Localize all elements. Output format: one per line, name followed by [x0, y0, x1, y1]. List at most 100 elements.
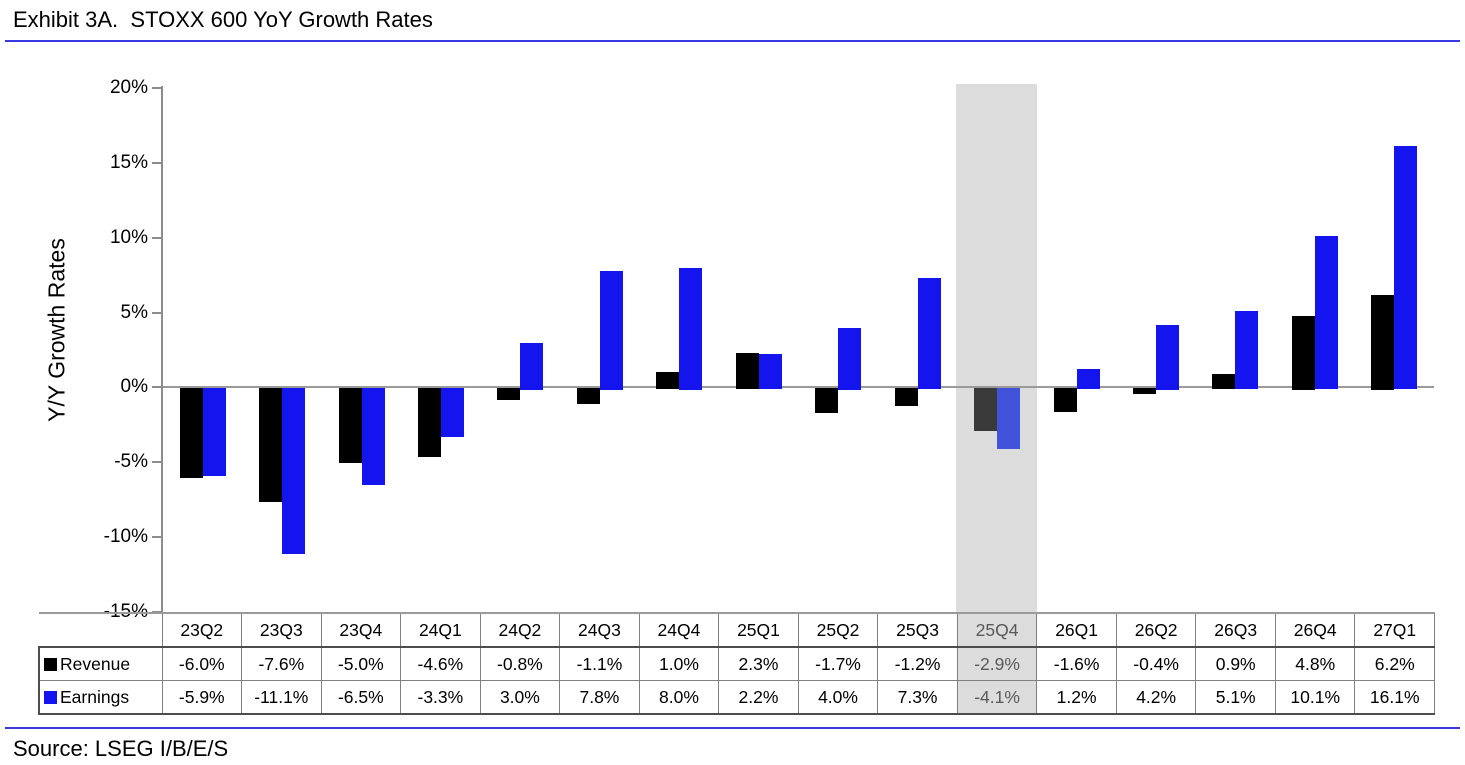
zero-gridline	[163, 386, 1434, 388]
earnings-swatch-icon	[44, 690, 57, 704]
bar-earnings-23Q4	[362, 388, 385, 485]
cell-earnings-27Q1: 16.1%	[1354, 680, 1435, 715]
bar-earnings-25Q4	[997, 388, 1020, 449]
data-table: 23Q2 23Q3 23Q4 24Q1 24Q2 24Q3 24Q4 25Q1 25Q2 25Q3…	[38, 612, 1435, 715]
y-tick-mark	[152, 536, 162, 539]
column-header-25Q1: 25Q1	[718, 612, 799, 648]
bar-revenue-24Q3	[577, 388, 600, 404]
bar-revenue-26Q3	[1212, 374, 1235, 389]
cell-revenue-23Q2: -6.0%	[161, 646, 243, 681]
cell-earnings-25Q4: -4.1%	[956, 680, 1038, 715]
y-tick-mark	[152, 461, 162, 464]
revenue-swatch-icon	[44, 657, 57, 671]
cell-revenue-26Q2: -0.4%	[1115, 646, 1197, 681]
cell-revenue-27Q1: 6.2%	[1354, 646, 1435, 681]
series-label: Earnings	[60, 686, 130, 707]
y-tick-mark	[152, 161, 162, 164]
bar-earnings-26Q1	[1077, 369, 1100, 389]
cell-earnings-26Q3: 5.1%	[1195, 680, 1276, 715]
column-header-26Q3: 26Q3	[1195, 612, 1276, 648]
y-tick-mark	[152, 236, 162, 239]
cell-earnings-26Q4: 10.1%	[1274, 680, 1356, 715]
cell-revenue-23Q4: -5.0%	[320, 646, 402, 681]
column-header-25Q4: 25Q4	[956, 612, 1038, 648]
y-tick-label: 5%	[120, 301, 148, 323]
y-tick-mark	[152, 611, 162, 613]
column-header-26Q2: 26Q2	[1115, 612, 1197, 648]
cell-earnings-23Q4: -6.5%	[320, 680, 402, 715]
bar-revenue-27Q1	[1371, 295, 1394, 390]
cell-earnings-24Q2: 3.0%	[479, 680, 561, 715]
cell-earnings-25Q3: 7.3%	[877, 680, 958, 715]
cell-revenue-24Q2: -0.8%	[479, 646, 561, 681]
cell-earnings-24Q4: 8.0%	[638, 680, 720, 715]
cell-revenue-23Q3: -7.6%	[241, 646, 322, 681]
cell-revenue-25Q3: -1.2%	[877, 646, 958, 681]
legend-earnings: Earnings	[38, 680, 163, 715]
bar-earnings-25Q2	[838, 328, 861, 390]
cell-revenue-26Q3: 0.9%	[1195, 646, 1276, 681]
cell-revenue-24Q4: 1.0%	[638, 646, 720, 681]
column-header-26Q4: 26Q4	[1274, 612, 1356, 648]
column-header-25Q3: 25Q3	[877, 612, 958, 648]
bar-revenue-26Q1	[1054, 388, 1077, 412]
column-header-26Q1: 26Q1	[1036, 612, 1117, 648]
cell-revenue-26Q4: 4.8%	[1274, 646, 1356, 681]
bar-earnings-24Q4	[679, 268, 702, 390]
y-tick-label: -5%	[114, 451, 148, 473]
series-label: Revenue	[60, 653, 131, 674]
bar-revenue-26Q2	[1133, 388, 1156, 394]
cell-earnings-23Q3: -11.1%	[241, 680, 322, 715]
y-tick-label: 20%	[109, 77, 148, 98]
highlight-band-25q4	[956, 84, 1037, 612]
legend-revenue: Revenue	[38, 646, 163, 681]
cell-revenue-24Q3: -1.1%	[559, 646, 640, 681]
bar-earnings-27Q1	[1394, 146, 1417, 389]
cell-earnings-24Q3: 7.8%	[559, 680, 640, 715]
cell-earnings-24Q1: -3.3%	[400, 680, 481, 715]
y-tick-mark	[152, 311, 162, 314]
cell-earnings-25Q1: 2.2%	[718, 680, 799, 715]
y-tick-label: 0%	[120, 376, 148, 398]
bar-earnings-25Q3	[918, 278, 941, 389]
column-header-23Q4: 23Q4	[320, 612, 402, 648]
cell-revenue-25Q4: -2.9%	[956, 646, 1038, 681]
bar-revenue-25Q2	[815, 388, 838, 413]
y-tick-label: 10%	[109, 226, 148, 248]
bar-earnings-23Q2	[203, 388, 226, 476]
column-header-24Q1: 24Q1	[400, 612, 481, 648]
bar-revenue-25Q4	[974, 388, 997, 431]
bar-revenue-23Q2	[180, 388, 203, 478]
cell-revenue-25Q1: 2.3%	[718, 646, 799, 681]
bar-revenue-24Q4	[656, 372, 679, 389]
bar-revenue-25Q3	[895, 388, 918, 406]
bar-earnings-26Q4	[1315, 236, 1338, 389]
bar-revenue-24Q2	[497, 388, 520, 400]
cell-earnings-23Q2: -5.9%	[161, 680, 243, 715]
bar-earnings-25Q1	[759, 354, 782, 389]
cell-revenue-24Q1: -4.6%	[400, 646, 481, 681]
bar-earnings-24Q2	[520, 343, 543, 390]
column-header-23Q3: 23Q3	[241, 612, 322, 648]
y-tick-label: -10%	[103, 526, 148, 548]
column-header-25Q2: 25Q2	[797, 612, 879, 648]
column-header-24Q3: 24Q3	[559, 612, 640, 648]
bar-revenue-25Q1	[736, 353, 759, 389]
cell-earnings-26Q2: 4.2%	[1115, 680, 1197, 715]
cell-revenue-25Q2: -1.7%	[797, 646, 879, 681]
bar-earnings-26Q2	[1156, 325, 1179, 390]
y-axis-line	[161, 86, 163, 613]
bottom-divider-line	[5, 727, 1460, 729]
bar-earnings-26Q3	[1235, 311, 1258, 389]
cell-revenue-26Q1: -1.6%	[1036, 646, 1117, 681]
bar-earnings-24Q1	[441, 388, 464, 437]
table-corner-blank	[39, 612, 162, 647]
column-header-24Q4: 24Q4	[638, 612, 720, 648]
top-divider-line	[5, 40, 1460, 42]
cell-earnings-26Q1: 1.2%	[1036, 680, 1117, 715]
bar-earnings-23Q3	[282, 388, 305, 554]
source-note: Source: LSEG I/B/E/S	[13, 736, 229, 761]
bar-revenue-26Q4	[1292, 316, 1315, 390]
y-tick-label: 15%	[109, 151, 148, 173]
